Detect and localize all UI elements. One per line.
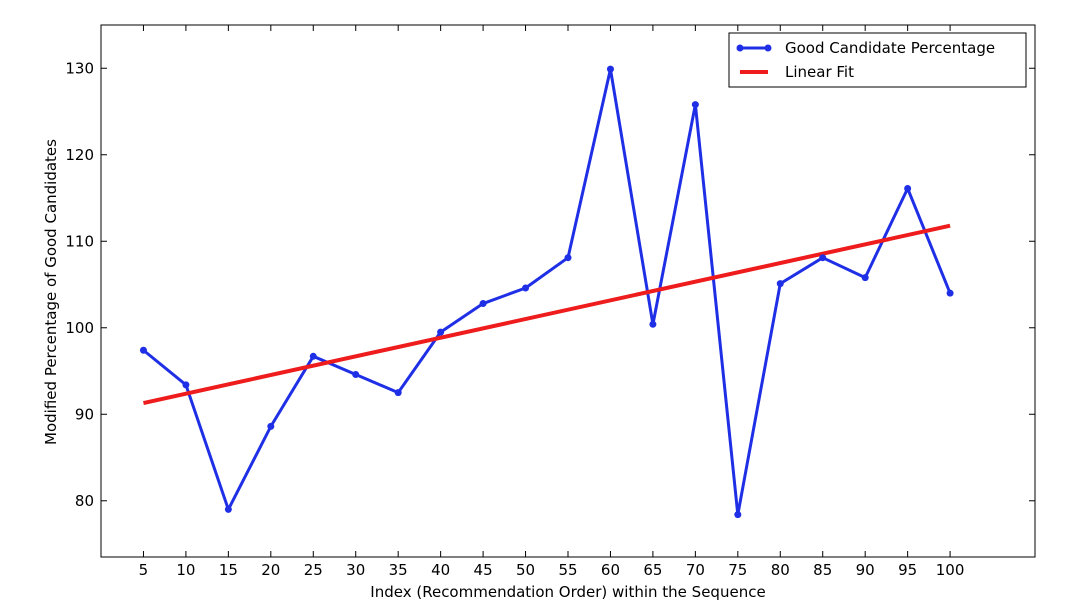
legend-marker-right xyxy=(764,44,772,52)
legend-label-linear-fit: Linear Fit xyxy=(785,63,854,81)
x-tick-label: 100 xyxy=(936,561,965,579)
x-tick-label: 5 xyxy=(139,561,149,579)
data-point xyxy=(267,422,275,430)
y-tick-label: 100 xyxy=(65,319,94,337)
data-point xyxy=(309,352,317,360)
y-tick-label: 120 xyxy=(65,146,94,164)
data-point xyxy=(352,370,360,378)
x-tick-label: 55 xyxy=(558,561,577,579)
y-tick-label: 80 xyxy=(75,492,94,510)
x-tick-label: 65 xyxy=(643,561,662,579)
x-tick-label: 95 xyxy=(898,561,917,579)
y-tick-label: 130 xyxy=(65,59,94,77)
y-tick-label: 90 xyxy=(75,405,94,423)
legend-label-good-candidate: Good Candidate Percentage xyxy=(785,39,995,57)
x-tick-label: 45 xyxy=(474,561,493,579)
legend-box xyxy=(728,32,1027,88)
data-point xyxy=(224,505,232,513)
data-point xyxy=(819,254,827,262)
x-tick-label: 15 xyxy=(219,561,238,579)
data-point xyxy=(522,284,530,292)
data-point xyxy=(139,346,147,354)
series-line-good-candidate xyxy=(142,67,952,517)
data-point xyxy=(564,254,572,262)
legend: Good Candidate Percentage Linear Fit xyxy=(728,32,1027,88)
x-tick-label: 70 xyxy=(686,561,705,579)
x-tick-label: 10 xyxy=(176,561,195,579)
y-tick-label: 110 xyxy=(65,232,94,250)
x-tick-label: 30 xyxy=(346,561,365,579)
series-line-linear-fit xyxy=(143,223,951,405)
x-tick-label: 20 xyxy=(261,561,280,579)
x-tick-label: 60 xyxy=(601,561,620,579)
data-point xyxy=(734,511,742,519)
x-tick-label: 85 xyxy=(813,561,832,579)
data-point xyxy=(479,300,487,308)
data-point xyxy=(649,320,657,328)
legend-marker-left xyxy=(736,44,744,52)
data-point xyxy=(861,274,869,282)
x-tick-label: 75 xyxy=(728,561,747,579)
x-axis-label: Index (Recommendation Order) within the … xyxy=(370,583,765,601)
x-tick-label: 80 xyxy=(771,561,790,579)
data-point xyxy=(946,289,954,297)
data-point xyxy=(437,328,445,336)
x-tick-label: 25 xyxy=(304,561,323,579)
x-tick-label: 90 xyxy=(856,561,875,579)
data-point xyxy=(606,65,614,73)
data-point xyxy=(904,184,912,192)
data-point xyxy=(182,381,190,389)
x-tick-label: 40 xyxy=(431,561,450,579)
x-tick-label: 50 xyxy=(516,561,535,579)
x-tick-label: 35 xyxy=(389,561,408,579)
data-point xyxy=(691,101,699,109)
data-point xyxy=(394,389,402,397)
data-point xyxy=(776,280,784,288)
y-axis-label: Modified Percentage of Good Candidates xyxy=(42,139,60,445)
